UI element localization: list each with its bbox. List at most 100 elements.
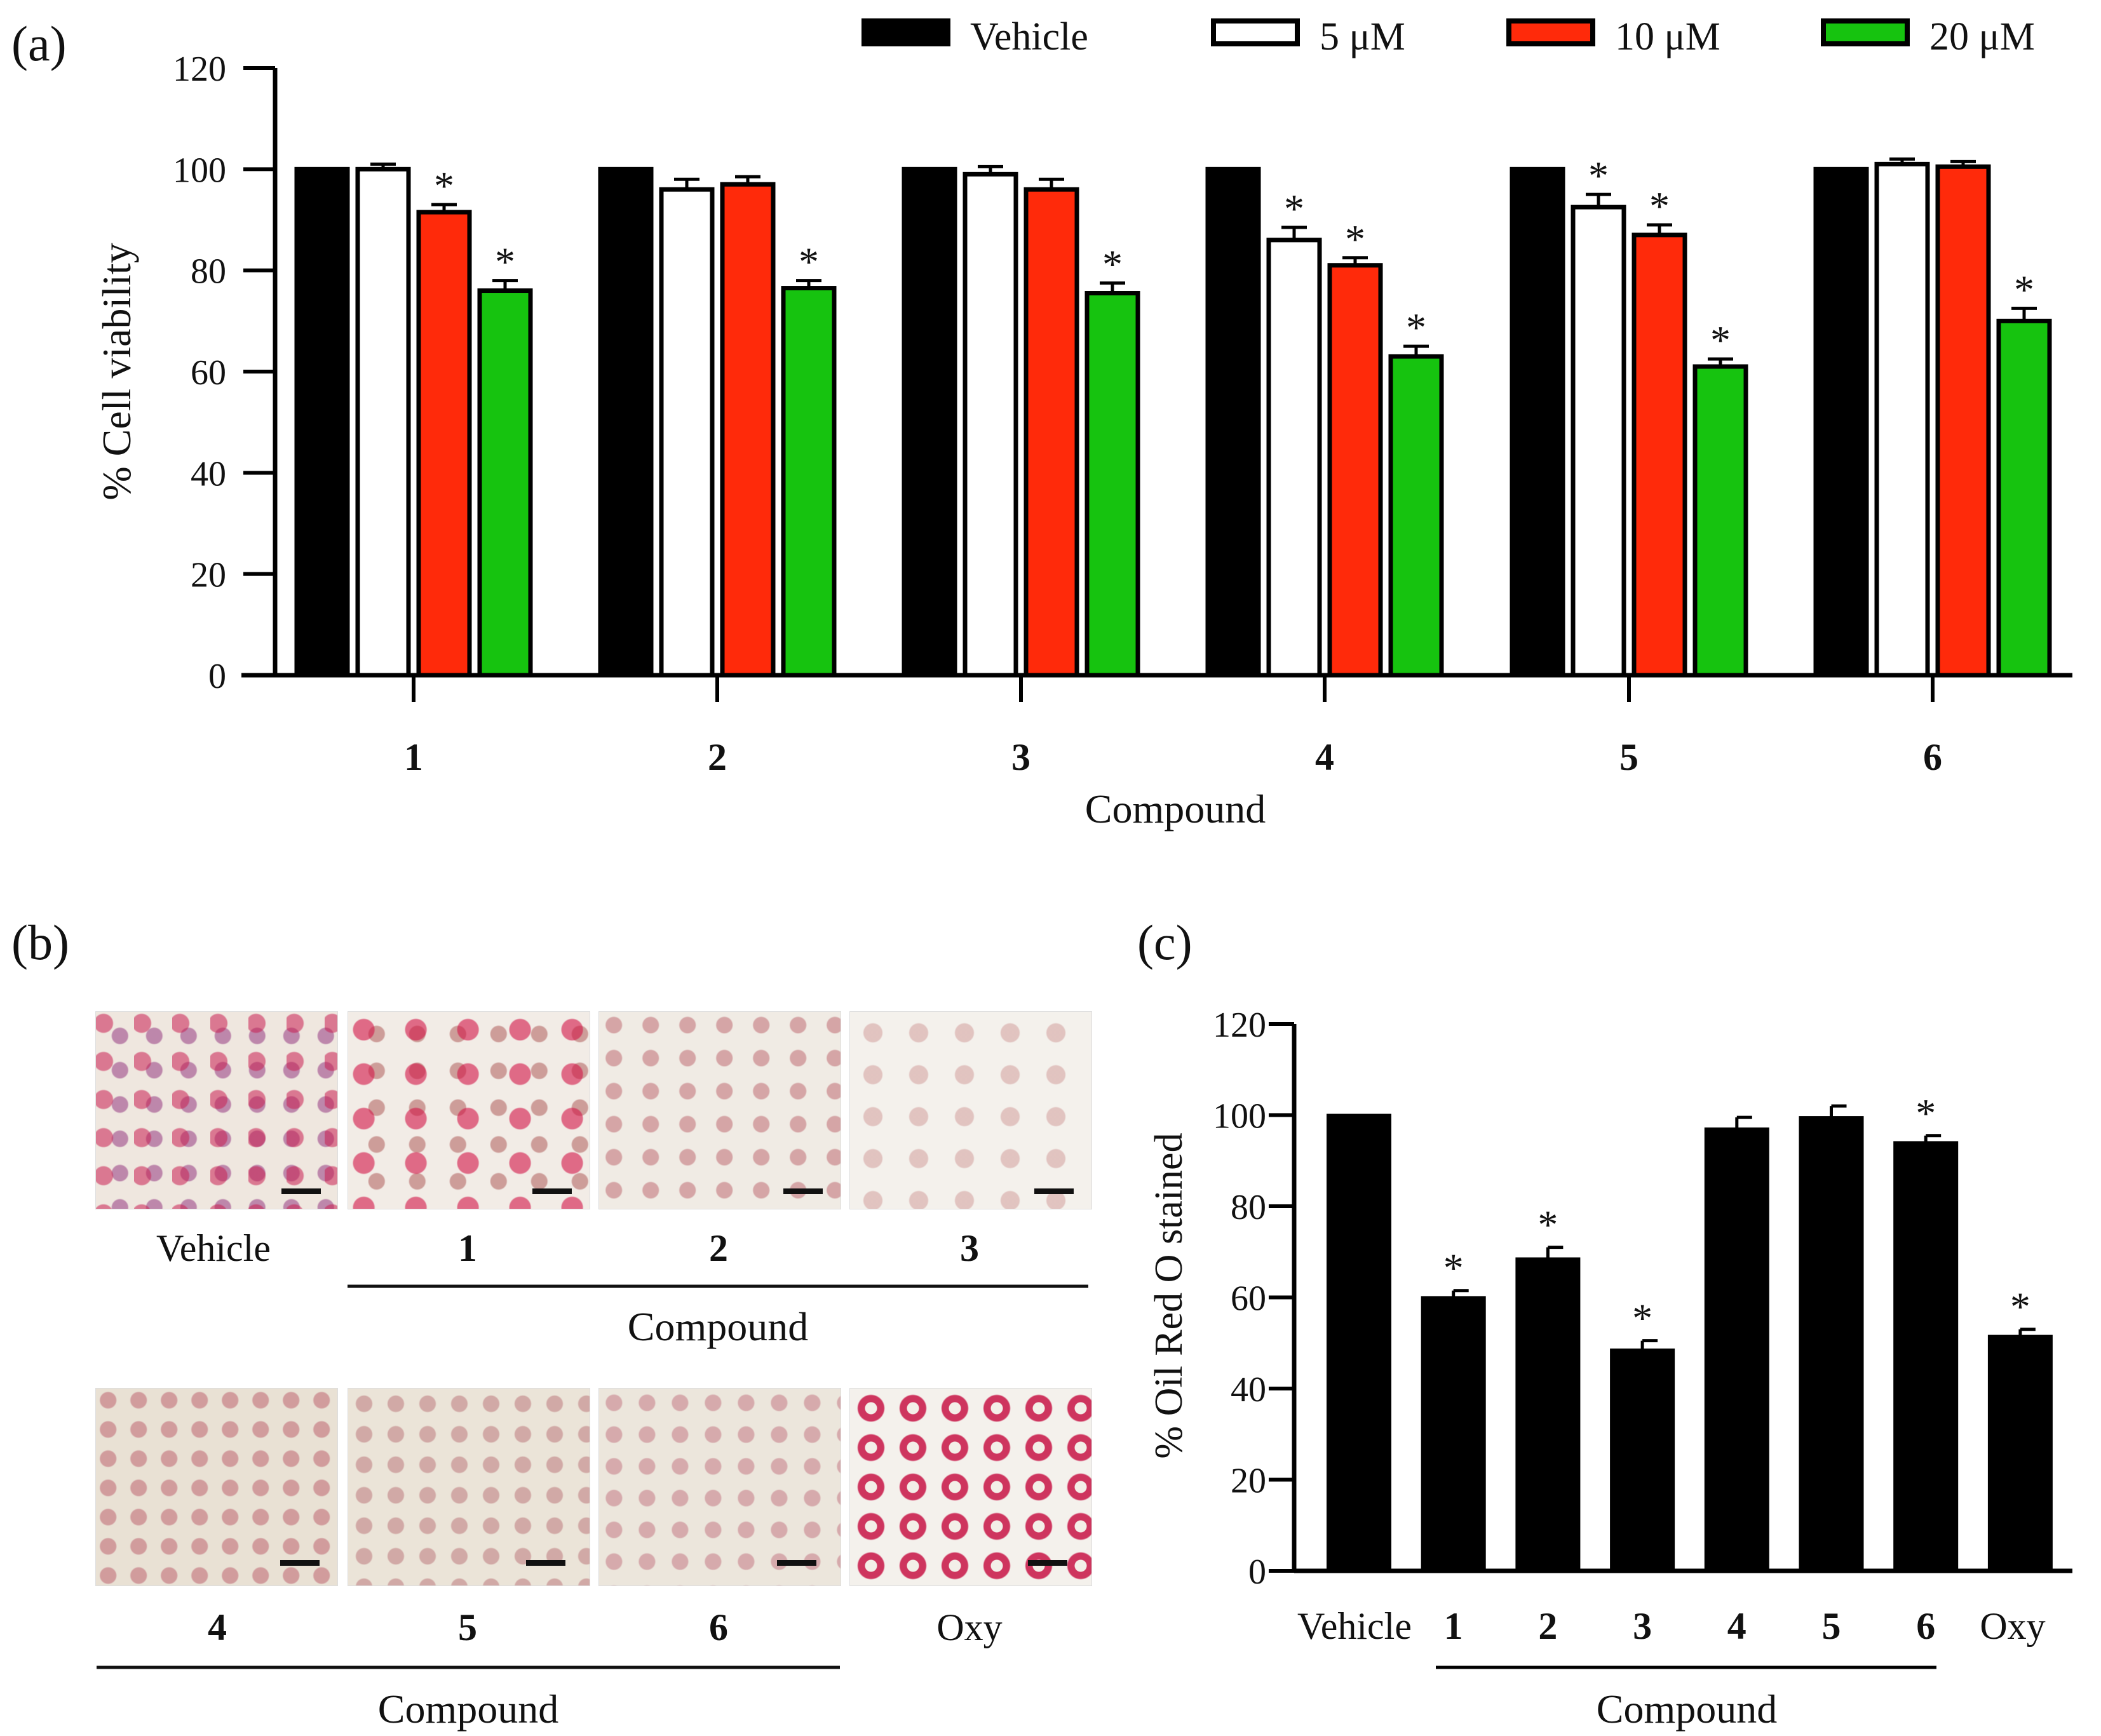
y-tick-label-a-120: 120 — [173, 50, 226, 89]
scale-bar — [280, 1560, 320, 1566]
bar-a-4-10-m — [1327, 263, 1383, 678]
micrograph-label-6: 6 — [709, 1606, 728, 1648]
legend-label-vehicle: Vehicle — [970, 15, 1088, 58]
x-tick-label-c-oxy: Oxy — [1980, 1605, 2045, 1647]
bar-a-2-5-m — [659, 187, 715, 678]
significance-a-6-20-m: * — [2014, 267, 2034, 312]
micrograph-label-2: 2 — [709, 1227, 728, 1269]
micrograph-oxy — [849, 1388, 1092, 1586]
y-tick-label-a-60: 60 — [191, 353, 226, 393]
bar-c-3 — [1610, 1349, 1675, 1572]
y-tick-label-c-60: 60 — [1231, 1279, 1266, 1319]
bar-a-4-vehicle — [1205, 166, 1261, 678]
y-tick-label-c-120: 120 — [1213, 1006, 1266, 1045]
bar-a-3-vehicle — [902, 166, 957, 678]
y-tick-label-a-80: 80 — [191, 252, 226, 292]
scale-bar — [1028, 1560, 1067, 1566]
significance-a-5-10-m: * — [1649, 184, 1670, 229]
legend-swatch-20-m — [1821, 18, 1910, 46]
significance-c-6: * — [1915, 1091, 1936, 1136]
x-tick-label-c-1: 1 — [1444, 1605, 1463, 1647]
micrograph-label-4: 4 — [208, 1606, 227, 1648]
scale-bar — [532, 1188, 572, 1194]
y-tick-label-c-0: 0 — [1248, 1552, 1266, 1592]
legend-label-5-m: 5 μM — [1320, 15, 1405, 58]
significance-a-1-20-m: * — [495, 239, 515, 285]
bar-a-3-10-m — [1023, 187, 1079, 678]
scale-bar — [1034, 1188, 1074, 1194]
chart-a-cell-viability: 0 20 40 60 80 100 120 % Cell viability Compound 1… — [94, 50, 2072, 831]
micrograph-5 — [348, 1388, 590, 1586]
x-tick-label-c-5: 5 — [1822, 1605, 1841, 1647]
significance-a-2-20-m: * — [799, 239, 819, 285]
bar-a-6-vehicle — [1813, 166, 1869, 678]
bar-c-oxy — [1987, 1335, 2053, 1573]
micrograph-label-5: 5 — [458, 1606, 477, 1648]
micrograph-label-3: 3 — [960, 1227, 979, 1269]
significance-c-2: * — [1537, 1202, 1558, 1248]
significance-c-3: * — [1632, 1296, 1652, 1341]
significance-a-4-5-m: * — [1284, 186, 1304, 231]
significance-a-5-5-m: * — [1588, 153, 1609, 198]
y-axis-title-a: % Cell viability — [94, 243, 139, 500]
bar-a-1-20-m — [477, 288, 533, 678]
bar-a-5-vehicle — [1510, 166, 1565, 678]
x-tick-label-a-6: 6 — [1923, 736, 1942, 778]
bar-a-6-20-m — [1996, 318, 2052, 678]
y-tick-label-a-100: 100 — [173, 151, 226, 190]
significance-a-5-20-m: * — [1710, 318, 1731, 363]
x-tick-label-c-4: 4 — [1727, 1605, 1746, 1647]
significance-a-3-20-m: * — [1102, 242, 1123, 287]
x-tick-label-a-1: 1 — [404, 736, 423, 778]
legend-label-20-m: 20 μM — [1929, 15, 2035, 58]
bar-a-2-20-m — [781, 286, 837, 678]
compound-group-label-c: Compound — [1597, 1686, 1777, 1732]
y-tick-label-c-100: 100 — [1213, 1097, 1266, 1136]
scale-bar — [777, 1560, 816, 1566]
x-tick-label-c-vehicle: Vehicle — [1297, 1605, 1412, 1647]
bar-c-2 — [1515, 1257, 1581, 1572]
x-tick-label-c-3: 3 — [1633, 1605, 1652, 1647]
bar-a-5-20-m — [1692, 364, 1748, 678]
bar-c-vehicle — [1327, 1114, 1391, 1572]
bar-a-6-5-m — [1874, 161, 1930, 678]
panel-b-micrograph-labels: Vehicle 1 2 3 Compound 4 5 6 Oxy Compoun… — [97, 1227, 1088, 1732]
micrograph-label-vehicle: Vehicle — [156, 1227, 271, 1269]
x-tick-label-a-5: 5 — [1619, 736, 1638, 778]
y-tick-label-c-20: 20 — [1231, 1462, 1266, 1501]
micrograph-4 — [95, 1388, 338, 1586]
micrograph-2 — [598, 1011, 841, 1209]
significance-c-1: * — [1443, 1246, 1464, 1291]
significance-a-4-10-m: * — [1345, 217, 1365, 262]
bar-a-1-5-m — [355, 166, 411, 678]
y-tick-label-c-80: 80 — [1231, 1188, 1266, 1227]
bar-a-4-20-m — [1388, 354, 1444, 678]
bar-c-4 — [1704, 1127, 1769, 1572]
bar-a-2-10-m — [720, 182, 776, 678]
micrograph-label-oxy: Oxy — [936, 1606, 1002, 1648]
x-axis-title-a: Compound — [1085, 786, 1266, 831]
significance-a-4-20-m: * — [1406, 305, 1426, 350]
chart-c-oil-red-o: 0 20 40 60 80 100 120 % Oil Red O stained Vehicl… — [1147, 1006, 2072, 1732]
significance-a-1-10-m: * — [434, 163, 454, 208]
y-tick-label-a-20: 20 — [191, 556, 226, 595]
y-tick-label-a-0: 0 — [208, 657, 226, 696]
row2-compound-label: Compound — [378, 1686, 558, 1732]
legend-label-10-m: 10 μM — [1615, 15, 1720, 58]
x-tick-label-c-2: 2 — [1538, 1605, 1557, 1647]
x-tick-label-c-6: 6 — [1916, 1605, 1935, 1647]
bar-c-5 — [1799, 1116, 1864, 1572]
micrograph-label-1: 1 — [458, 1227, 477, 1269]
bar-a-1-vehicle — [294, 166, 350, 678]
significance-c-oxy: * — [2010, 1284, 2030, 1329]
bar-a-2-vehicle — [598, 166, 654, 678]
bar-a-3-5-m — [963, 172, 1018, 678]
bar-a-1-10-m — [416, 210, 472, 678]
x-tick-label-a-4: 4 — [1315, 736, 1334, 778]
bar-a-5-5-m — [1571, 205, 1626, 678]
x-tick-label-a-3: 3 — [1011, 736, 1030, 778]
x-tick-label-a-2: 2 — [708, 736, 727, 778]
y-tick-label-a-40: 40 — [191, 454, 226, 494]
scale-bar — [783, 1188, 823, 1194]
